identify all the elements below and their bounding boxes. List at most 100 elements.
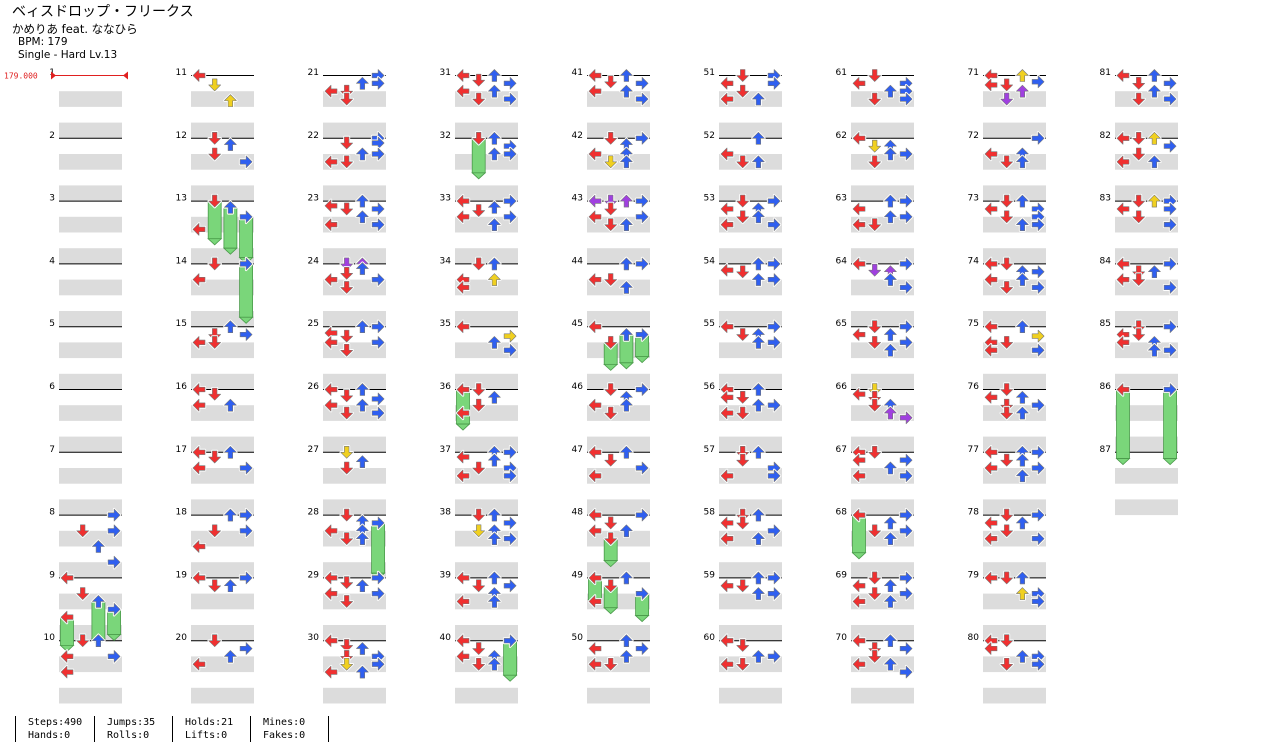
arrow-up-icon — [751, 335, 766, 350]
beat-stripe — [455, 311, 518, 327]
arrow-down-icon — [735, 83, 750, 99]
arrow-left-icon — [851, 131, 867, 146]
arrow-up-icon — [1015, 272, 1030, 287]
arrow-left-icon — [587, 523, 603, 538]
beat-stripe — [323, 248, 386, 264]
arrow-down-icon — [75, 523, 90, 538]
arrow-up-icon — [355, 146, 370, 162]
arrow-up-icon — [883, 405, 898, 421]
measure-number: 45 — [572, 319, 583, 329]
beat-stripe — [1115, 91, 1178, 107]
arrow-up-icon — [619, 154, 634, 170]
arrow-down-icon — [339, 328, 354, 344]
beat-stripe — [983, 436, 1046, 453]
arrow-left-icon — [323, 272, 339, 287]
arrow-up-icon — [223, 398, 238, 413]
arrow-left-icon — [587, 146, 603, 162]
arrow-down-icon — [207, 578, 222, 593]
arrow-right-icon — [106, 555, 122, 570]
beat-stripe — [983, 342, 1046, 359]
hold-tail — [207, 238, 223, 246]
arrow-right-icon — [898, 641, 914, 656]
arrow-up-icon — [355, 193, 370, 209]
arrow-down-icon — [867, 68, 882, 83]
beat-stripe — [1115, 248, 1178, 264]
arrow-down-icon — [867, 649, 882, 664]
beat-stripe — [59, 405, 122, 421]
arrow-up-icon — [355, 454, 370, 469]
arrow-up-icon — [91, 633, 106, 648]
beat-stripe — [587, 656, 650, 673]
arrow-up-icon — [223, 445, 238, 460]
measure-number: 48 — [572, 508, 584, 518]
arrow-down-icon — [339, 266, 354, 281]
arrow-right-icon — [634, 327, 650, 342]
measure-number: 47 — [572, 445, 583, 455]
arrow-left-icon — [323, 523, 339, 538]
arrow-down-icon — [1131, 146, 1146, 162]
arrow-down-icon — [339, 575, 354, 590]
measure-number: 49 — [572, 570, 584, 580]
beat-stripe — [191, 468, 254, 484]
arrow-left-icon — [587, 507, 603, 523]
arrow-left-icon — [455, 594, 471, 609]
measure-number: 70 — [836, 633, 848, 643]
arrow-down-icon — [207, 77, 222, 93]
beat-stripe — [191, 436, 254, 453]
arrow-right-icon — [634, 460, 650, 476]
measure-number: 77 — [968, 445, 979, 455]
arrow-right-icon — [1030, 594, 1046, 609]
measure-number: 80 — [968, 633, 980, 643]
arrow-left-icon — [719, 657, 735, 672]
beat-stripe — [59, 499, 122, 516]
arrow-down-icon — [339, 154, 354, 170]
arrow-left-icon — [455, 570, 471, 586]
beat-stripe — [1115, 499, 1178, 516]
arrow-down-icon — [339, 201, 354, 217]
beat-stripe — [1115, 279, 1178, 296]
beat-stripe — [587, 311, 650, 327]
arrow-down-icon — [603, 531, 618, 546]
arrow-up-icon — [1147, 193, 1162, 209]
arrow-up-icon — [355, 319, 370, 334]
arrow-right-icon — [106, 649, 122, 664]
measure-number: 28 — [308, 508, 320, 518]
arrow-up-icon — [883, 460, 898, 476]
arrow-up-icon — [1147, 343, 1162, 358]
beat-stripe — [983, 122, 1046, 139]
beat-stripe — [719, 687, 782, 704]
beat-stripe — [719, 216, 782, 233]
arrow-up-icon — [1015, 649, 1030, 664]
arrow-left-icon — [191, 398, 207, 413]
arrow-down-icon — [603, 272, 618, 287]
arrow-left-icon — [719, 91, 735, 107]
beat-stripe — [851, 625, 914, 641]
beat-stripe — [323, 311, 386, 327]
step-chart: 1234567891011121314151617181920212223242… — [4, 68, 1178, 704]
measure-number: 20 — [176, 633, 188, 643]
beat-stripe — [983, 91, 1046, 107]
arrow-right-icon — [370, 319, 386, 334]
stat-group-holds: Holds:21 Lifts:0 — [172, 716, 251, 742]
hold-body — [239, 263, 254, 318]
measure-number: 59 — [704, 570, 716, 580]
arrow-up-icon — [1015, 193, 1030, 209]
arrow-right-icon — [370, 405, 386, 421]
arrow-up-icon — [751, 570, 766, 586]
arrow-left-icon — [719, 390, 735, 405]
measure-number: 26 — [308, 382, 320, 392]
arrow-left-icon — [455, 68, 471, 83]
arrow-left-icon — [983, 515, 999, 531]
arrow-left-icon — [851, 633, 867, 648]
arrow-up-icon — [883, 594, 898, 609]
hold-tail — [851, 552, 867, 560]
measure-number: 24 — [308, 256, 320, 266]
beat-stripe — [59, 687, 122, 704]
arrow-left-icon — [983, 641, 999, 656]
arrow-up-icon — [1147, 154, 1162, 170]
hold-tail — [502, 674, 518, 682]
beat-stripe — [191, 625, 254, 641]
arrow-up-icon — [487, 200, 502, 215]
arrow-up-icon — [1015, 586, 1030, 601]
arrow-up-icon — [223, 200, 238, 215]
